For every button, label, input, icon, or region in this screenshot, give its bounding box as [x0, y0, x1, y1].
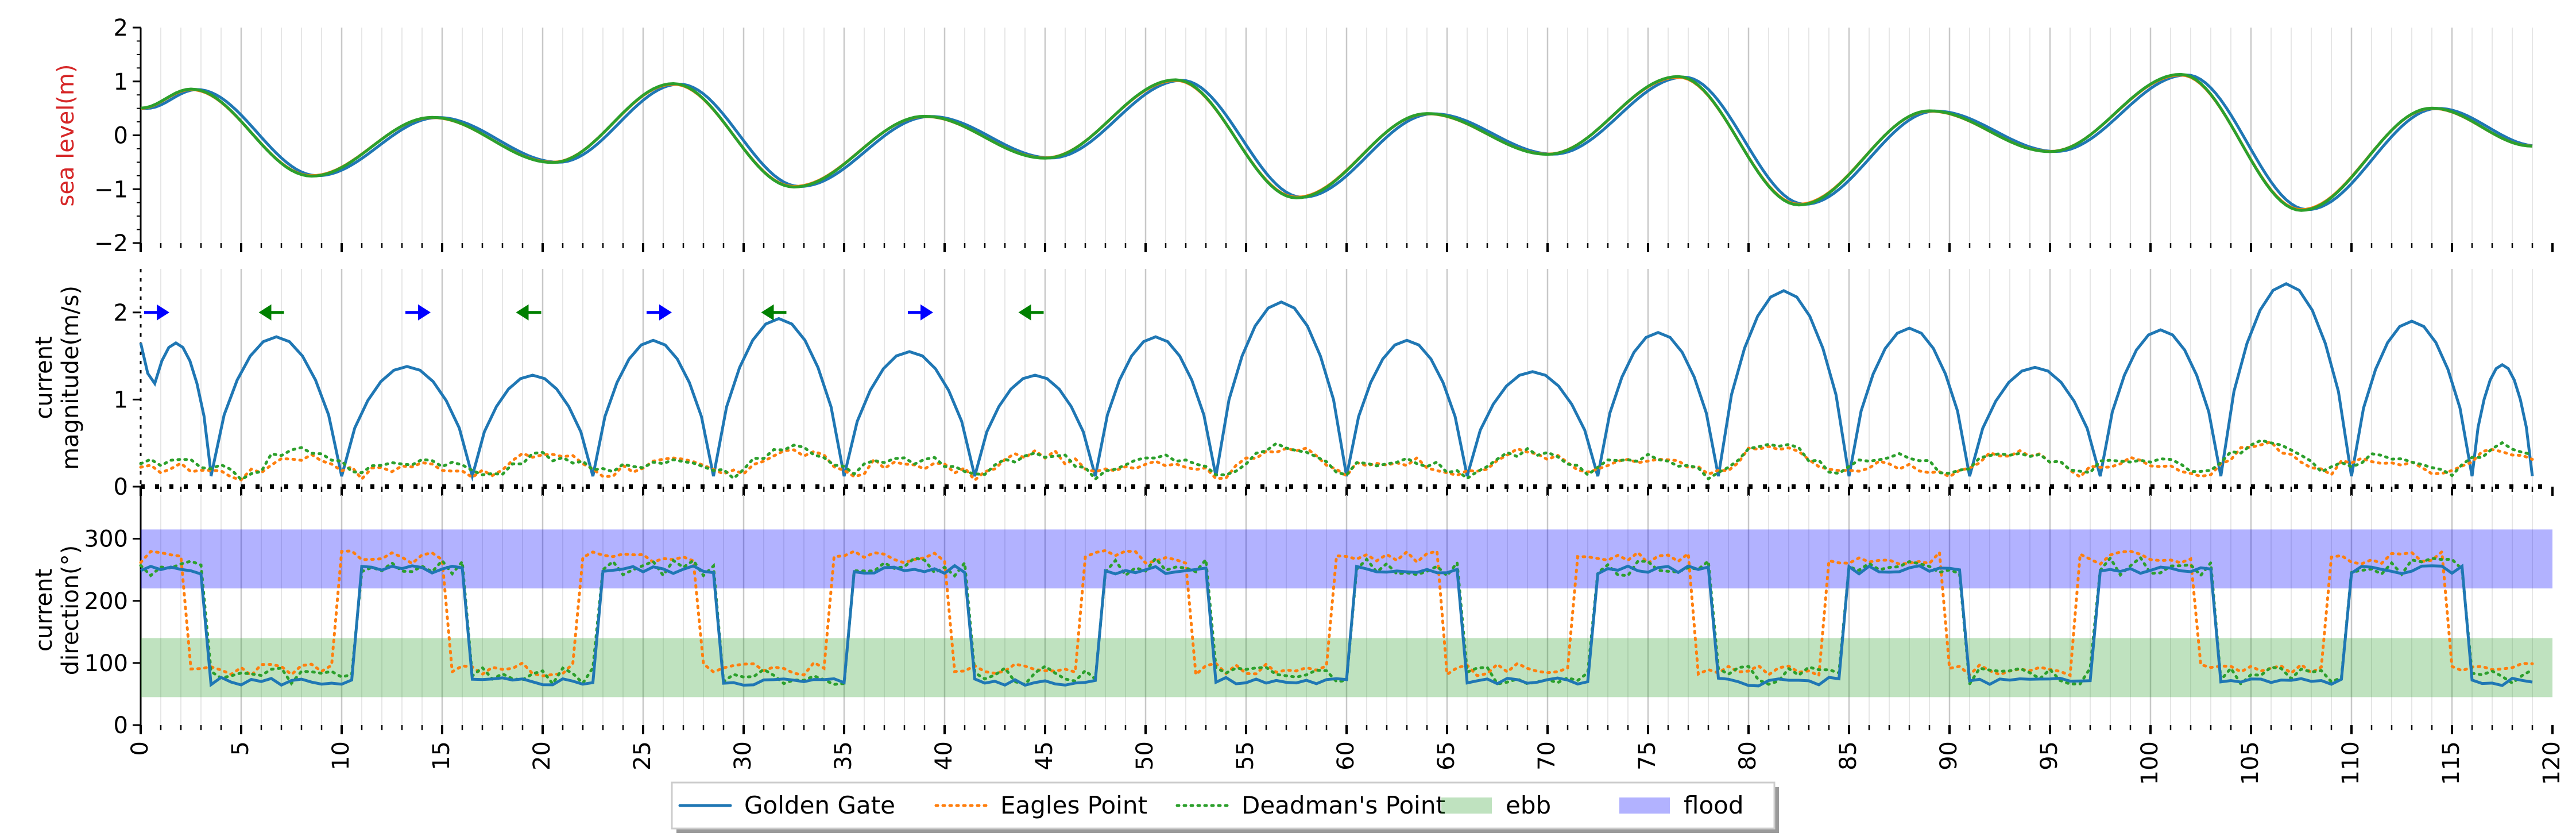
current-magnitude-y-tick-label: 0	[114, 474, 128, 500]
current-magnitude-vertical-grid	[160, 269, 2533, 487]
current-magnitude-y-tick-label: 2	[114, 300, 128, 326]
sea-level-y-tick-label: −2	[94, 230, 128, 257]
current-magnitude-y-title: currentmagnitude(m/s)	[31, 286, 84, 470]
current-direction-x-tick-label: 60	[1333, 741, 1359, 770]
current-direction-x-tick-label: 30	[730, 741, 756, 770]
current-direction-y-title: currentdirection(°)	[31, 545, 84, 676]
direction-golden-gate-line	[140, 563, 2533, 688]
current-direction-x-tick-label: 20	[529, 741, 555, 770]
current-direction-x-tick-label: 95	[2036, 741, 2063, 770]
sea-level-series	[140, 72, 2533, 212]
legend-item: Deadman's Point	[1175, 791, 1445, 819]
current-direction-y-axis: 0 100 200 300	[84, 495, 142, 739]
legend-label: Golden Gate	[744, 791, 895, 819]
current-direction-x-axis: 0 5 10 15 20 25 30 35 40 45 50 55 60 65 70 75 80 85 90 95 10…	[127, 725, 2565, 785]
current-direction-y-title-text: currentdirection(°)	[31, 545, 84, 676]
sea-level-y-tick-label: 1	[114, 69, 128, 95]
magnitude-eagles-point-line	[139, 440, 2534, 483]
legend-item: Eagles Point	[934, 791, 1147, 819]
magnitude-golden-gate-line	[139, 282, 2534, 482]
current-direction-x-tick-label: 40	[931, 741, 957, 770]
current-magnitude-y-title-line: magnitude(m/s)	[57, 286, 84, 470]
current-direction-x-tick-label: 50	[1132, 741, 1158, 770]
current-direction-x-tick-label: 75	[1634, 741, 1661, 770]
ebb-arrow-icon	[258, 304, 272, 321]
current-direction-x-tick-label: 45	[1031, 741, 1058, 770]
current-magnitude-y-axis: 0 1 2	[114, 269, 142, 500]
current-direction-x-tick-label: 10	[328, 741, 354, 770]
sea-level-deadmans-point-line	[140, 72, 2533, 212]
flood-arrow-icon	[157, 304, 169, 321]
current-magnitude-y-title-text: currentmagnitude(m/s)	[31, 286, 84, 470]
current-direction-x-tick-label: 80	[1735, 741, 1761, 770]
current-magnitude-panel: 0 1 2 currentmagnitude(m/s)	[31, 269, 2554, 500]
sea-level-y-tick-label: −1	[94, 176, 128, 203]
current-magnitude-y-title-line: current	[31, 336, 57, 419]
current-direction-x-tick-label: 65	[1433, 741, 1460, 770]
legend-label: ebb	[1506, 791, 1551, 819]
current-direction-arrows	[144, 304, 1044, 321]
legend-patch	[1441, 797, 1492, 814]
flood-arrow-icon	[920, 304, 933, 321]
sea-level-x-axis	[140, 243, 2554, 252]
direction-eagles-point-line	[139, 549, 2534, 678]
current-direction-x-tick-label: 110	[2338, 741, 2364, 785]
current-direction-x-tick-label: 25	[629, 741, 656, 770]
sea-level-panel: −2 −1 0 1 2 sea level(m)	[53, 15, 2554, 257]
magnitude-deadmans-point-line	[139, 438, 2534, 481]
direction-deadmans-point-line	[139, 555, 2534, 688]
flood-arrow-icon	[659, 304, 672, 321]
current-direction-x-tick-label: 55	[1232, 741, 1259, 770]
legend-item: Golden Gate	[678, 791, 895, 819]
current-direction-y-tick-label: 0	[114, 712, 128, 739]
legend-patch	[1619, 797, 1670, 814]
legend-box	[671, 781, 1776, 830]
current-direction-x-tick-label: 35	[830, 741, 857, 770]
current-direction-x-tick-label: 100	[2137, 741, 2163, 785]
current-direction-vertical-grid	[160, 495, 2533, 725]
current-direction-x-tick-label: 105	[2237, 741, 2264, 785]
current-magnitude-series	[139, 282, 2534, 483]
ebb-arrow-icon	[761, 304, 774, 321]
current-direction-panel: 0 100 200 300 0 5 10 15 20 25 30 35 40 45 50 55 60 65 70 75…	[31, 495, 2565, 785]
sea-level-y-title: sea level(m)	[53, 64, 79, 207]
current-magnitude-y-tick-label: 1	[114, 387, 128, 413]
legend-item: ebb	[1441, 791, 1551, 819]
current-direction-series	[139, 549, 2534, 688]
sea-level-vertical-grid	[160, 28, 2533, 243]
current-direction-x-tick-label: 115	[2438, 741, 2465, 785]
current-direction-y-tick-label: 100	[84, 650, 128, 677]
current-direction-x-tick-label: 5	[227, 741, 254, 756]
current-direction-x-tick-label: 15	[428, 741, 455, 770]
current-direction-x-tick-label: 90	[1936, 741, 1962, 770]
legend-label: Eagles Point	[1000, 791, 1147, 819]
current-direction-x-tick-label: 0	[127, 741, 153, 756]
sea-level-y-tick-label: 0	[114, 123, 128, 149]
legend-item: flood	[1619, 791, 1744, 819]
legend-label: Deadman's Point	[1241, 791, 1445, 819]
current-direction-y-title-line: direction(°)	[57, 545, 84, 676]
flood-arrow-icon	[418, 304, 431, 321]
legend: Golden Gate Eagles Point Deadman's Point eb…	[671, 781, 1779, 833]
sea-level-y-title-text: sea level(m)	[53, 64, 79, 207]
ebb-arrow-icon	[1018, 304, 1031, 321]
ebb-arrow-icon	[516, 304, 529, 321]
current-direction-x-tick-label: 70	[1534, 741, 1560, 770]
current-direction-y-tick-label: 200	[84, 588, 128, 615]
current-magnitude-x-axis	[140, 484, 2554, 496]
current-direction-y-title-line: current	[31, 569, 57, 652]
current-direction-x-tick-label: 120	[2539, 741, 2565, 785]
legend-label: flood	[1684, 791, 1744, 819]
sea-level-y-tick-label: 2	[114, 15, 128, 41]
current-direction-y-tick-label: 300	[84, 526, 128, 553]
current-direction-x-tick-label: 85	[1835, 741, 1862, 770]
